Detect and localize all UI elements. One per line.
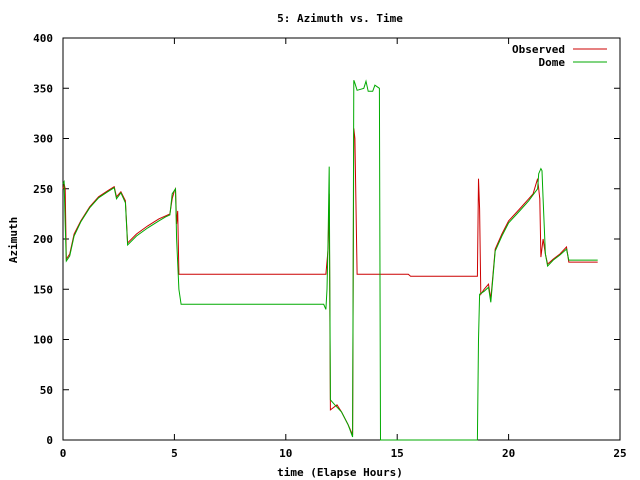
x-axis-label: time (Elapse Hours) [277, 466, 403, 479]
series-layer [62, 79, 598, 441]
y-tick-label: 200 [33, 233, 53, 246]
series-line-dome [62, 79, 598, 441]
chart-title: 5: Azimuth vs. Time [277, 12, 403, 25]
legend-label-dome: Dome [539, 56, 566, 69]
x-tick-label: 20 [502, 447, 515, 460]
y-tick-label: 100 [33, 334, 53, 347]
legend-label-observed: Observed [512, 43, 565, 56]
y-tick-label: 250 [33, 183, 53, 196]
axis-ticks: 0 50 100 150 200 250 300 350 400 0 5 10 15 20 25 [33, 32, 627, 460]
y-tick-label: 50 [40, 384, 53, 397]
y-tick-label: 400 [33, 32, 53, 45]
x-tick-label: 10 [279, 447, 292, 460]
x-tick-label: 0 [60, 447, 67, 460]
y-tick-label: 150 [33, 283, 53, 296]
x-tick-label: 15 [391, 447, 404, 460]
plot-frame [62, 37, 621, 441]
x-tick-label: 25 [613, 447, 626, 460]
x-tick-label: 5 [171, 447, 178, 460]
y-tick-label: 300 [33, 133, 53, 146]
y-axis-label: Azimuth [7, 217, 20, 263]
y-tick-label: 0 [46, 434, 53, 447]
y-tick-label: 350 [33, 82, 53, 95]
